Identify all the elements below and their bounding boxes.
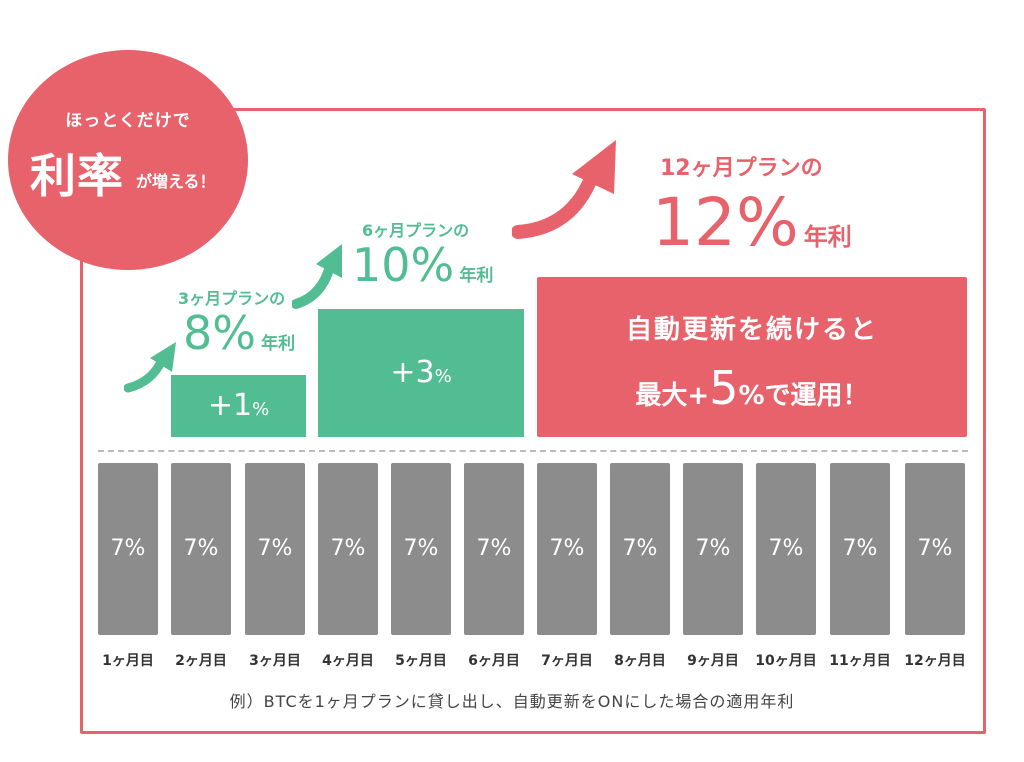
month-label: 4ヶ月目: [322, 653, 374, 669]
month-label: 8ヶ月目: [614, 653, 666, 669]
footnote: 例）BTCを1ヶ月プランに貸し出し、自動更新をONにした場合の適用年利: [229, 692, 795, 711]
plan12-box-line2-post: %で運用！: [738, 381, 869, 411]
month-label: 1ヶ月目: [102, 653, 154, 669]
plan12-boost-box: 自動更新を続けると 最大+5%で運用！: [537, 277, 967, 437]
month-bar: 7%: [318, 463, 378, 635]
plan12-box-line2-num: 5: [709, 361, 739, 415]
plan6-label: 6ヶ月プランの: [362, 221, 470, 240]
plan6-rate: 10% 年利: [352, 238, 493, 292]
month-label: 6ヶ月目: [468, 653, 520, 669]
plan12-box-line1: 自動更新を続けると: [625, 315, 878, 345]
plan6-boost-box: +3%: [318, 309, 524, 437]
plan12-rate-unit: 年利: [803, 223, 852, 251]
plan3-rate-unit: 年利: [261, 334, 296, 354]
badge-line1: ほっとくだけで: [65, 111, 191, 131]
month-label: 3ヶ月目: [249, 653, 301, 669]
plan3-boost-box: +1%: [171, 375, 306, 437]
content-frame: [80, 108, 986, 734]
plan6-boost-value: +3: [390, 355, 435, 390]
month-label: 10ヶ月目: [755, 653, 817, 669]
month-label: 11ヶ月目: [829, 653, 891, 669]
month-label: 5ヶ月目: [395, 653, 447, 669]
month-bar: 7%: [171, 463, 231, 635]
month-bar: 7%: [391, 463, 451, 635]
month-bar: 7%: [830, 463, 890, 635]
month-bar: 7%: [245, 463, 305, 635]
month-bar: 7%: [683, 463, 743, 635]
month-bar: 7%: [905, 463, 965, 635]
arrow-icon-large: [512, 140, 616, 239]
arrow-icon-medium: [292, 244, 342, 309]
month-label: 9ヶ月目: [687, 653, 739, 669]
month-label: 12ヶ月目: [904, 653, 966, 669]
plan3-rate: 8% 年利: [183, 306, 295, 360]
plan3-label: 3ヶ月プランの: [178, 289, 286, 308]
divider-dashed: [98, 450, 968, 452]
month-label: 7ヶ月目: [541, 653, 593, 669]
month-bar: 7%: [464, 463, 524, 635]
plan3-boost-value: +1: [207, 388, 253, 423]
headline-badge: ほっとくだけで 利率 が増える！: [8, 50, 248, 270]
month-label: 2ヶ月目: [175, 653, 227, 669]
plan12-rate: 12% 年利: [652, 184, 852, 261]
plan6-rate-value: 10%: [352, 238, 455, 292]
plan12-box-line2-pre: 最大+: [635, 381, 710, 411]
plan3-boost-unit: %: [252, 399, 270, 420]
month-bar: 7%: [537, 463, 597, 635]
month-bar: 7%: [610, 463, 670, 635]
arrow-icon-small: [124, 342, 176, 393]
plan6-rate-unit: 年利: [459, 266, 494, 286]
plan6-boost-unit: %: [434, 366, 452, 387]
badge-small-text: が増える！: [136, 172, 216, 191]
plan12-label: 12ヶ月プランの: [660, 156, 823, 181]
plan12-rate-value: 12%: [652, 184, 799, 261]
plan12-box-line2: 最大+5%で運用！: [537, 361, 967, 415]
month-bar: 7%: [98, 463, 158, 635]
badge-big-text: 利率: [30, 149, 124, 203]
plan3-rate-value: 8%: [183, 306, 256, 360]
month-bar: 7%: [756, 463, 816, 635]
